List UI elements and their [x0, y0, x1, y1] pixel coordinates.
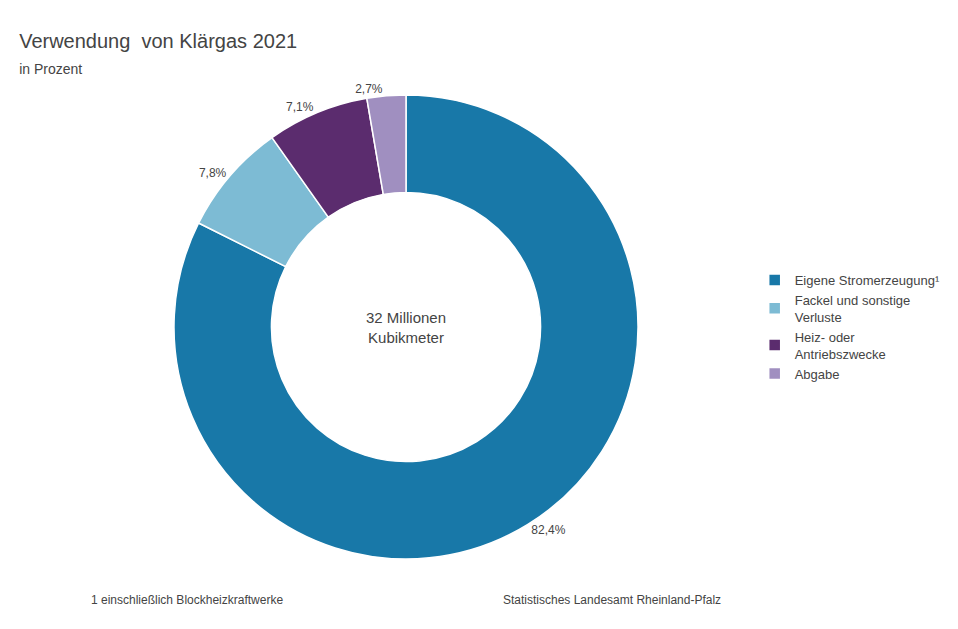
svg-text:7,8%: 7,8%: [199, 166, 227, 180]
svg-text:82,4%: 82,4%: [531, 523, 565, 537]
svg-text:2,7%: 2,7%: [355, 82, 383, 96]
svg-text:Abgabe: Abgabe: [795, 367, 840, 382]
svg-text:Fackel und sonstigeVerluste: Fackel und sonstigeVerluste: [795, 293, 911, 325]
svg-text:Eigene Stromerzeugung¹: Eigene Stromerzeugung¹: [795, 273, 940, 288]
svg-text:Heiz- oderAntriebszwecke: Heiz- oderAntriebszwecke: [795, 330, 886, 362]
svg-text:Statistisches Landesamt Rheinl: Statistisches Landesamt Rheinland-Pfalz: [503, 593, 721, 607]
svg-text:in Prozent: in Prozent: [19, 61, 82, 77]
svg-text:7,1%: 7,1%: [286, 100, 314, 114]
svg-text:1 einschließlich Blockheizkraf: 1 einschließlich Blockheizkraftwerke: [91, 593, 283, 607]
svg-text:32 MillionenKubikmeter: 32 MillionenKubikmeter: [366, 309, 446, 346]
svg-text:Verwendung von Klärgas 2021: Verwendung von Klärgas 2021: [19, 30, 297, 52]
